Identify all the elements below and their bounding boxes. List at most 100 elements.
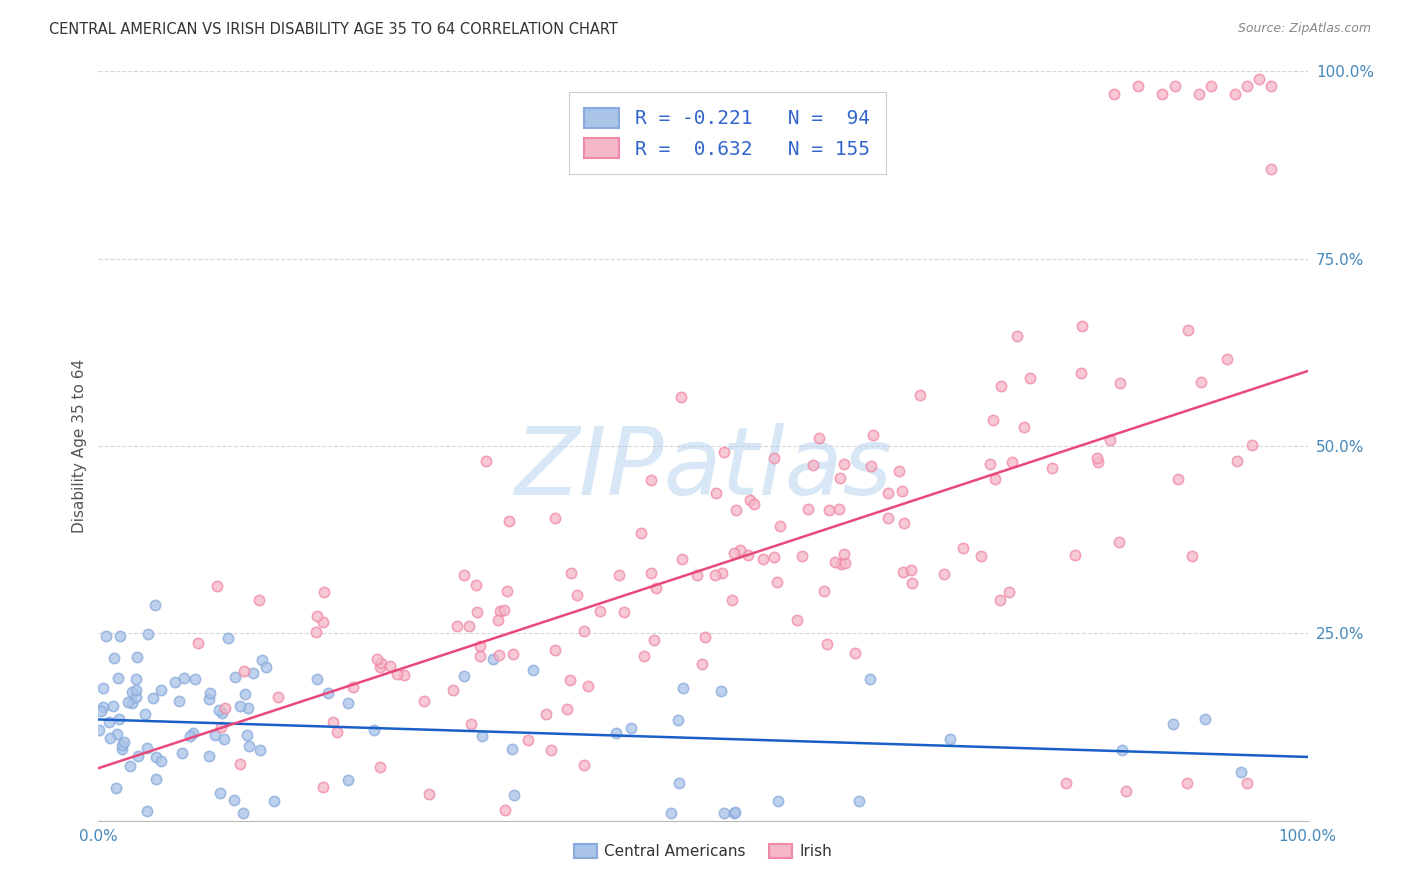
Point	[107, 671, 129, 685]
Point	[233, 687, 256, 701]
Point	[305, 608, 328, 623]
Point	[446, 618, 468, 632]
Point	[316, 685, 339, 699]
Point	[1109, 376, 1132, 390]
Point	[605, 725, 627, 739]
Point	[1115, 783, 1137, 797]
Point	[672, 681, 695, 695]
Point	[468, 639, 491, 653]
Point	[111, 738, 134, 752]
Point	[105, 727, 128, 741]
Point	[710, 566, 733, 580]
Point	[441, 683, 464, 698]
Point	[1001, 455, 1024, 469]
Point	[640, 473, 662, 487]
Point	[118, 758, 141, 772]
Point	[990, 379, 1012, 393]
Point	[502, 647, 524, 661]
Point	[1152, 87, 1174, 101]
Point	[501, 742, 523, 756]
Point	[336, 773, 359, 788]
Point	[908, 388, 931, 402]
Point	[1189, 376, 1212, 390]
Point	[900, 563, 922, 577]
Point	[204, 727, 226, 741]
Point	[557, 702, 579, 716]
Point	[366, 652, 388, 666]
Point	[150, 754, 173, 768]
Point	[1014, 420, 1036, 434]
Point	[368, 759, 391, 773]
Point	[668, 776, 690, 790]
Point	[489, 604, 512, 618]
Point	[724, 805, 747, 819]
Point	[322, 714, 344, 729]
Point	[205, 579, 228, 593]
Point	[797, 502, 820, 516]
Point	[1199, 79, 1222, 94]
Point	[212, 731, 235, 746]
Point	[460, 717, 482, 731]
Point	[834, 457, 856, 471]
Point	[312, 780, 335, 794]
Point	[686, 568, 709, 582]
Point	[983, 471, 1005, 485]
Point	[217, 631, 239, 645]
Point	[633, 648, 655, 663]
Point	[107, 712, 129, 726]
Point	[979, 457, 1001, 471]
Point	[815, 636, 838, 650]
Point	[576, 679, 599, 693]
Point	[145, 772, 167, 786]
Point	[540, 743, 562, 757]
Point	[1167, 472, 1189, 486]
Point	[666, 713, 689, 727]
Point	[458, 619, 481, 633]
Point	[752, 552, 775, 566]
Point	[1040, 460, 1063, 475]
Point	[368, 660, 391, 674]
Point	[117, 695, 139, 709]
Point	[143, 598, 166, 612]
Point	[877, 511, 900, 525]
Point	[224, 670, 246, 684]
Point	[560, 566, 582, 580]
Point	[1102, 87, 1125, 101]
Point	[413, 693, 436, 707]
Point	[482, 652, 505, 666]
Point	[229, 698, 252, 713]
Point	[620, 722, 643, 736]
Point	[91, 681, 114, 695]
Point	[94, 629, 117, 643]
Point	[1161, 716, 1184, 731]
Point	[91, 699, 114, 714]
Point	[1064, 548, 1087, 562]
Text: ZIPatlas: ZIPatlas	[515, 423, 891, 514]
Point	[222, 793, 245, 807]
Point	[471, 729, 494, 743]
Point	[242, 666, 264, 681]
Point	[1085, 450, 1108, 465]
Point	[813, 583, 835, 598]
Point	[713, 806, 735, 821]
Point	[149, 682, 172, 697]
Point	[121, 685, 143, 699]
Point	[98, 714, 121, 729]
Point	[498, 514, 520, 528]
Point	[232, 664, 254, 678]
Point	[763, 451, 786, 466]
Point	[236, 701, 259, 715]
Point	[121, 696, 143, 710]
Point	[721, 593, 744, 607]
Point	[198, 748, 221, 763]
Point	[370, 656, 392, 670]
Point	[643, 633, 665, 648]
Point	[98, 731, 121, 746]
Text: CENTRAL AMERICAN VS IRISH DISABILITY AGE 35 TO 64 CORRELATION CHART: CENTRAL AMERICAN VS IRISH DISABILITY AGE…	[49, 22, 619, 37]
Y-axis label: Disability Age 35 to 64: Disability Age 35 to 64	[72, 359, 87, 533]
Point	[486, 613, 509, 627]
Point	[808, 431, 831, 445]
Point	[876, 486, 898, 500]
Point	[136, 627, 159, 641]
Point	[228, 756, 250, 771]
